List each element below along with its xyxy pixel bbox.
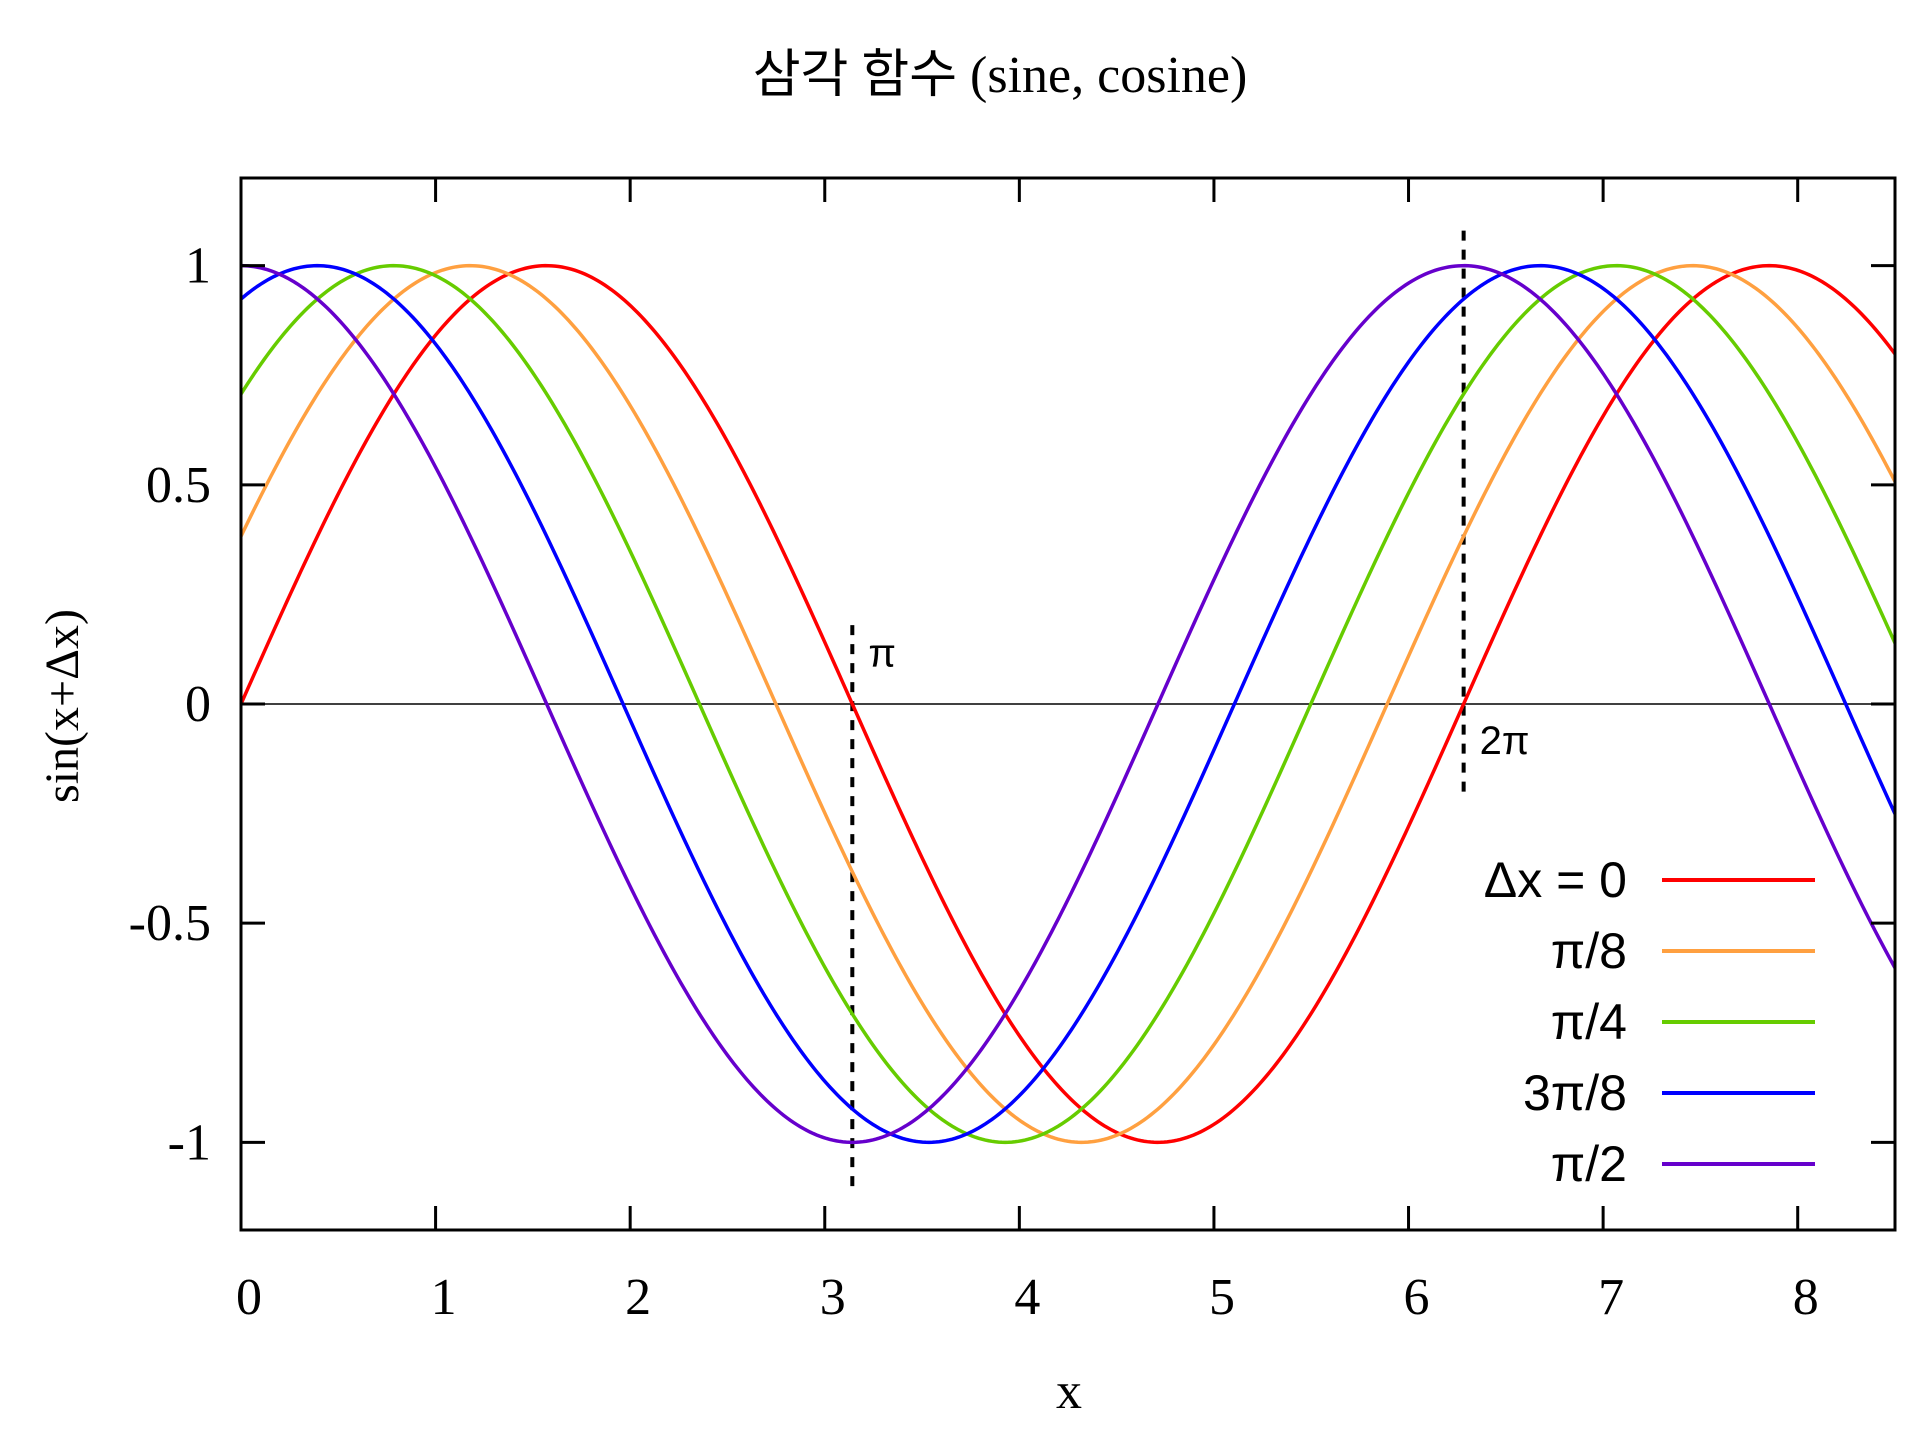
x-tick-label: 7 bbox=[1598, 1269, 1624, 1326]
series-line bbox=[239, 263, 1897, 1145]
x-tick-label: 2 bbox=[625, 1269, 651, 1326]
chart-title: 삼각 함수 (sine, cosine) bbox=[753, 47, 1248, 104]
y-tick-label: 1 bbox=[185, 238, 211, 295]
y-tick-label: 0.5 bbox=[146, 457, 211, 514]
x-tick-label: 3 bbox=[820, 1269, 846, 1326]
plot-area: π 2π 0 1 2 3 4 5 6 7 8 -1 -0.5 0 0.5 1 Δx = 0 π/8 π/4 3π/8 π… bbox=[129, 176, 1897, 1326]
legend-label: π/2 bbox=[1551, 1136, 1627, 1192]
x-tick-label: 1 bbox=[431, 1269, 457, 1326]
y-tick-label: -1 bbox=[168, 1114, 211, 1171]
y-tick-label: 0 bbox=[185, 676, 211, 733]
x-axis-label: x bbox=[1056, 1363, 1082, 1420]
y-axis-label: sin(x+Δx) bbox=[36, 609, 89, 803]
x-tick-label: 5 bbox=[1209, 1269, 1235, 1326]
legend-label: Δx = 0 bbox=[1484, 852, 1627, 908]
reference-label: π bbox=[868, 631, 896, 675]
legend-label: π/8 bbox=[1551, 923, 1627, 979]
series-line bbox=[240, 263, 1897, 1145]
series-line bbox=[239, 263, 1897, 1145]
x-tick-label: 4 bbox=[1014, 1269, 1040, 1326]
y-tick-label: -0.5 bbox=[129, 895, 211, 952]
series-line bbox=[239, 263, 1897, 1145]
series-line bbox=[239, 263, 1897, 1145]
legend-label: 3π/8 bbox=[1523, 1065, 1627, 1121]
reference-label: 2π bbox=[1480, 719, 1530, 763]
x-tick-label: 8 bbox=[1793, 1269, 1819, 1326]
x-tick-label: 0 bbox=[236, 1269, 262, 1326]
legend-label: π/4 bbox=[1551, 994, 1627, 1050]
x-tick-label: 6 bbox=[1404, 1269, 1430, 1326]
